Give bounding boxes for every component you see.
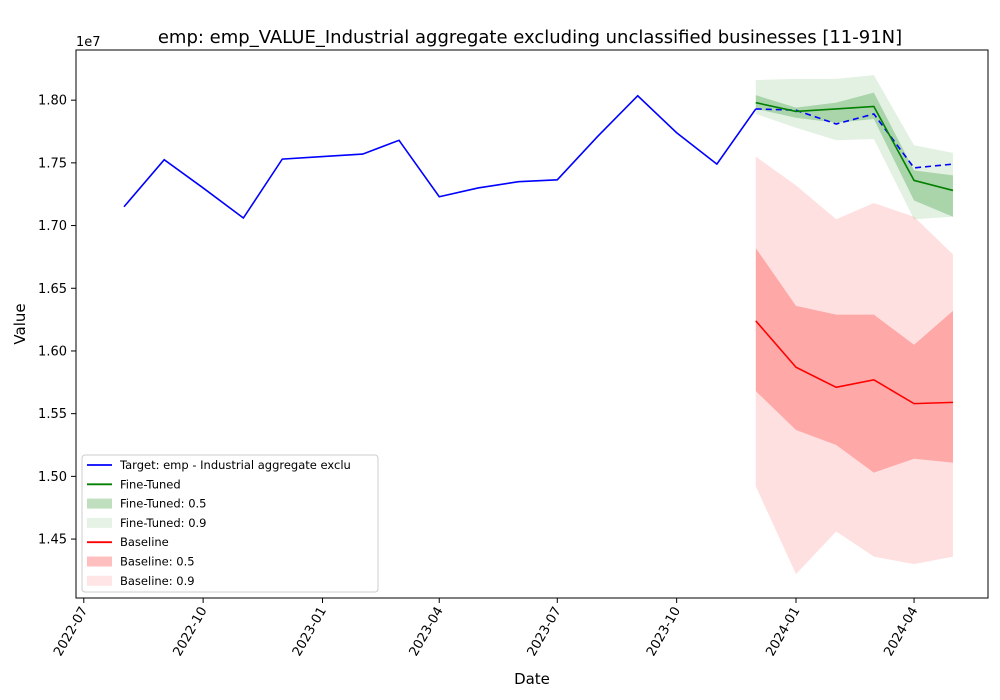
- chart-title: emp: emp_VALUE_Industrial aggregate excl…: [158, 27, 902, 48]
- legend: Target: emp - Industrial aggregate exclu…: [81, 454, 379, 593]
- x-tick-label: 2023-10: [644, 605, 684, 660]
- legend-patch-swatch: [87, 498, 112, 509]
- legend-label: Fine-Tuned: 0.5: [120, 497, 206, 511]
- x-axis-title: Date: [514, 670, 550, 688]
- y-tick-label: 1.60: [38, 344, 67, 359]
- x-tick-label: 2022-07: [51, 605, 91, 660]
- legend-label: Baseline: [120, 535, 169, 549]
- x-tick-label: 2023-07: [525, 605, 565, 660]
- fine-tuned-band-50: [755, 92, 953, 217]
- legend-patch-swatch: [87, 517, 112, 528]
- legend-label: Fine-Tuned: 0.9: [120, 516, 206, 530]
- y-tick-label: 1.80: [38, 94, 67, 109]
- legend-label: Baseline: 0.5: [120, 555, 195, 569]
- y-tick-label: 1.45: [38, 533, 67, 548]
- x-tick-label: 2024-04: [881, 605, 921, 660]
- baseline-line: [755, 320, 953, 405]
- baseline-band-90: [755, 156, 953, 575]
- y-tick-label: 1.55: [38, 407, 67, 422]
- legend-box: [81, 454, 379, 593]
- x-axis: 2022-07 2022-10 2023-01 2023-04 2023-07 2023-…: [51, 598, 922, 660]
- y-tick-label: 1.75: [38, 156, 67, 171]
- plot-area-frame: [75, 49, 989, 599]
- fine-tuned-line: [755, 101, 954, 192]
- x-tick-label: 2023-01: [290, 605, 330, 660]
- legend-label: Target: emp - Industrial aggregate exclu: [119, 458, 351, 472]
- legend-label: Fine-Tuned: [120, 477, 181, 491]
- target-line: [123, 94, 757, 220]
- x-tick-label: 2023-04: [407, 605, 447, 660]
- y-axis: 1.45 1.50 1.55 1.60 1.65 1.70 1.75 1.80: [38, 94, 76, 548]
- y-tick-label: 1.50: [38, 470, 67, 485]
- legend-patch-swatch: [87, 575, 112, 586]
- series-lines: [123, 94, 954, 405]
- x-tick-label: 2024-01: [763, 605, 803, 660]
- confidence-bands: [755, 75, 953, 575]
- y-tick-label: 1.65: [38, 282, 67, 297]
- legend-label: Baseline: 0.9: [120, 574, 195, 588]
- x-tick-label: 2022-10: [170, 605, 210, 660]
- y-axis-offset-label: 1e7: [76, 35, 101, 50]
- legend-patch-swatch: [87, 556, 112, 567]
- baseline-band-50: [755, 248, 953, 473]
- y-tick-label: 1.70: [38, 219, 67, 234]
- y-axis-title: Value: [11, 303, 29, 344]
